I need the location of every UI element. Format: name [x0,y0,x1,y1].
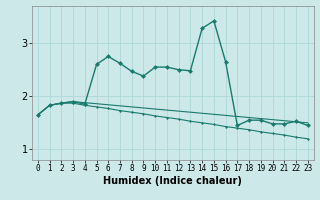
X-axis label: Humidex (Indice chaleur): Humidex (Indice chaleur) [103,176,242,186]
